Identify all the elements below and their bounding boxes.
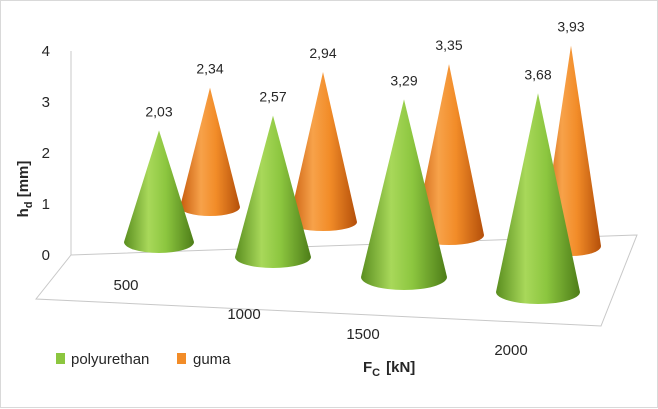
cone-polyurethan-1000 xyxy=(235,115,311,269)
y-axis-ticks: 0 1 2 3 4 xyxy=(42,43,50,264)
cone-polyurethan-1500 xyxy=(361,99,447,290)
cone-body xyxy=(180,87,240,216)
x-tick-label: 500 xyxy=(113,277,138,294)
value-label-polyurethan: 2,03 xyxy=(145,103,172,119)
chart-cones xyxy=(124,45,601,304)
legend-item-guma: guma xyxy=(177,351,231,368)
cone-guma-1500 xyxy=(414,64,484,246)
y-tick-label: 0 xyxy=(42,247,50,264)
y-axis-title: hd [mm] xyxy=(15,161,35,218)
cone-polyurethan-2000 xyxy=(496,93,580,304)
cone-body xyxy=(124,130,194,253)
legend-label-guma: guma xyxy=(193,351,231,368)
cone-body xyxy=(414,64,484,246)
y-tick-label: 1 xyxy=(42,196,50,213)
value-label-polyurethan: 2,57 xyxy=(259,89,286,105)
cone-body xyxy=(496,93,580,304)
cone-body xyxy=(361,99,447,290)
legend: polyurethan guma xyxy=(56,351,231,368)
value-label-guma: 3,93 xyxy=(557,19,584,35)
cone-guma-1000 xyxy=(289,72,357,231)
chart-value-labels: 2,34 2,94 3,35 3,93 2,03 2,57 3,29 3,68 xyxy=(145,19,584,120)
cone-guma-500 xyxy=(180,87,240,216)
y-tick-label: 3 xyxy=(42,94,50,111)
x-axis-title: FC [kN] xyxy=(363,359,415,379)
cone-polyurethan-500 xyxy=(124,130,194,253)
cone-body xyxy=(235,115,311,269)
x-tick-label: 1000 xyxy=(227,306,260,323)
legend-label-polyurethan: polyurethan xyxy=(71,351,149,368)
value-label-polyurethan: 3,29 xyxy=(390,72,417,88)
value-label-guma: 3,35 xyxy=(435,37,462,53)
value-label-polyurethan: 3,68 xyxy=(524,66,551,82)
x-tick-label: 1500 xyxy=(346,326,379,343)
x-tick-label: 2000 xyxy=(494,342,527,359)
y-tick-label: 4 xyxy=(42,43,50,60)
x-axis-ticks: 500 1000 1500 2000 xyxy=(113,277,527,359)
cone-body xyxy=(289,72,357,231)
legend-swatch-polyurethan xyxy=(56,353,65,364)
value-label-guma: 2,94 xyxy=(309,45,336,61)
y-tick-label: 2 xyxy=(42,145,50,162)
legend-item-polyurethan: polyurethan xyxy=(56,351,149,368)
value-label-guma: 2,34 xyxy=(196,61,223,77)
legend-swatch-guma xyxy=(177,353,186,364)
